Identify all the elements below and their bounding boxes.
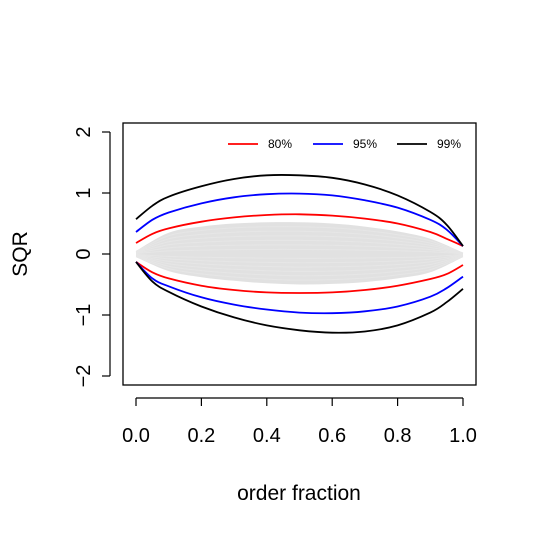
simulated-curve xyxy=(135,248,464,255)
y-tick-label: −2 xyxy=(73,365,95,388)
simulated-curve xyxy=(135,230,464,254)
x-tick-label: 0.6 xyxy=(318,425,346,447)
y-tick-label: −1 xyxy=(73,304,95,327)
simulated-curve xyxy=(135,239,464,254)
simulated-curve xyxy=(135,255,464,272)
y-tick-label: 1 xyxy=(73,187,95,198)
series-95-percent-upper xyxy=(135,192,464,247)
series-99-percent-upper xyxy=(135,174,464,247)
y-tick-label: 0 xyxy=(73,248,95,259)
simulated-curve xyxy=(135,235,464,254)
y-axis-title: SQR xyxy=(9,231,32,277)
simulated-curve xyxy=(135,244,464,255)
legend-label-80-percent: 80% xyxy=(268,137,292,151)
series-80-percent-lower xyxy=(135,261,464,294)
x-axis-title: order fraction xyxy=(237,482,361,505)
x-tick-label: 0.4 xyxy=(253,425,281,447)
legend-label-99-percent: 99% xyxy=(437,137,461,151)
y-axis: −2 −1 0 1 2 xyxy=(73,126,111,388)
simulated-curve xyxy=(135,226,464,254)
legend: 80% 95% 99% xyxy=(228,137,461,151)
series-95-percent-lower xyxy=(135,261,464,315)
simulated-curve xyxy=(135,253,464,259)
simulated-curve xyxy=(135,256,464,281)
simulated-band xyxy=(135,222,464,285)
confidence-lines xyxy=(135,174,464,334)
x-tick-label: 0.2 xyxy=(187,425,215,447)
series-80-percent-upper xyxy=(135,213,464,247)
legend-label-95-percent: 95% xyxy=(353,137,377,151)
simulated-curve xyxy=(135,255,464,277)
series-99-percent-lower xyxy=(135,261,464,334)
x-tick-label: 0.0 xyxy=(122,425,150,447)
y-tick-label: 2 xyxy=(73,126,95,137)
x-tick-label: 0.8 xyxy=(384,425,412,447)
x-tick-label: 1.0 xyxy=(449,425,477,447)
plot-frame xyxy=(122,122,477,386)
simulated-curve xyxy=(135,254,464,264)
x-axis: 0.0 0.2 0.4 0.6 0.8 1.0 xyxy=(122,397,477,447)
simulated-curve xyxy=(135,254,464,268)
